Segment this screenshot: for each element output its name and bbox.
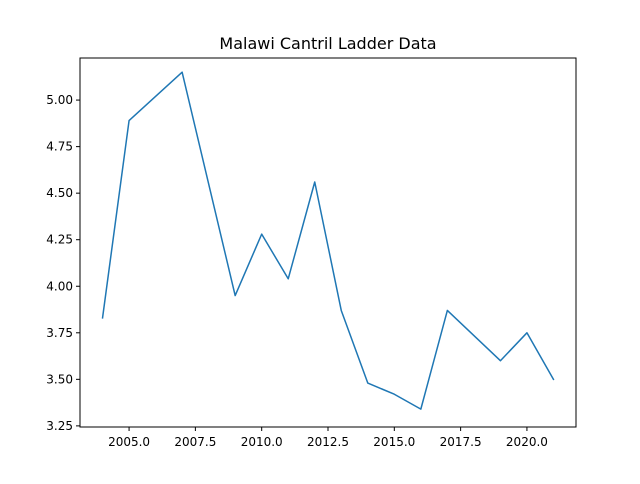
data-point	[500, 360, 502, 362]
data-point	[447, 310, 449, 312]
y-tick-label: 4.25	[46, 233, 73, 247]
data-point	[102, 317, 104, 319]
x-tick-label: 2012.5	[307, 435, 349, 449]
data-point	[181, 71, 183, 73]
data-point	[394, 393, 396, 395]
x-tick-label: 2007.5	[174, 435, 216, 449]
series-line	[101, 71, 555, 410]
x-tick-label: 2020.0	[506, 435, 548, 449]
x-tick-label: 2017.5	[440, 435, 482, 449]
data-point	[287, 278, 289, 280]
y-tick-label: 3.50	[46, 372, 73, 386]
series-layer	[101, 71, 555, 410]
data-point	[314, 181, 316, 183]
data-point	[420, 408, 422, 410]
chart-title: Malawi Cantril Ladder Data	[219, 34, 436, 53]
y-tick-label: 4.75	[46, 140, 73, 154]
y-tick-label: 3.25	[46, 419, 73, 433]
x-tick-label: 2015.0	[373, 435, 415, 449]
data-point	[526, 332, 528, 334]
data-point	[261, 233, 263, 235]
data-point	[341, 310, 343, 312]
data-point	[553, 379, 555, 381]
y-axis-ticks: 3.25 3.50 3.75 4.00 4.25 4.50 4.75 5.00	[46, 93, 80, 433]
data-point	[234, 295, 236, 297]
data-point	[367, 382, 369, 384]
y-tick-label: 5.00	[46, 93, 73, 107]
y-tick-label: 4.50	[46, 186, 73, 200]
data-point	[128, 120, 130, 122]
y-tick-label: 3.75	[46, 326, 73, 340]
x-axis-ticks: 2005.0 2007.5 2010.0 2012.5 2015.0 2017.5 2020…	[108, 427, 548, 449]
x-tick-label: 2010.0	[241, 435, 283, 449]
plot-frame	[79, 57, 577, 428]
y-tick-label: 4.00	[46, 279, 73, 293]
x-tick-label: 2005.0	[108, 435, 150, 449]
